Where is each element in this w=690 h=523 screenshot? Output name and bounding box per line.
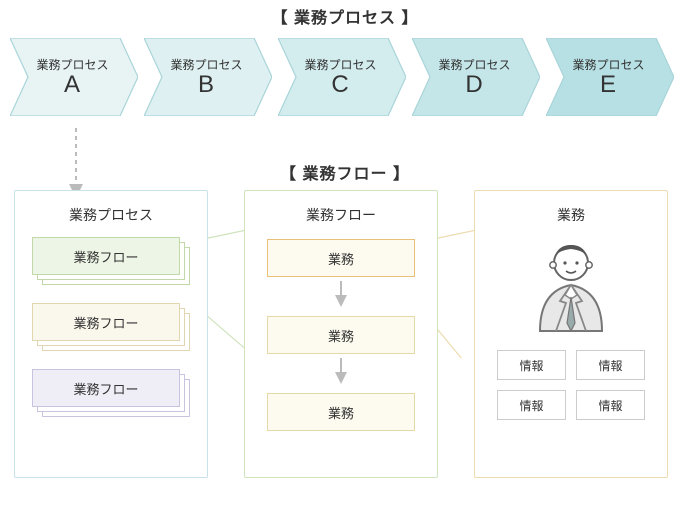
flow-card-stack: 業務フロー (32, 369, 190, 417)
panel-flow-title: 業務フロー (245, 205, 437, 225)
panel-work-title: 業務 (475, 205, 667, 225)
down-arrow-icon (331, 356, 351, 391)
panel-process: 業務プロセス 業務フロー業務フロー業務フロー (14, 190, 208, 478)
flow-card: 業務フロー (32, 303, 180, 341)
info-box: 情報 (497, 350, 566, 380)
flow-card: 業務フロー (32, 237, 180, 275)
process-chevron-a: 業務プロセスA (10, 38, 138, 116)
flow-card-stack: 業務フロー (32, 237, 190, 285)
task-box: 業務 (267, 239, 415, 277)
process-chevron-d: 業務プロセスD (412, 38, 540, 116)
panel-work: 業務 (474, 190, 668, 478)
flow-section-title: 【 業務フロー 】 (0, 160, 690, 184)
person-icon (475, 235, 667, 340)
process-section-title: 【 業務プロセス 】 (0, 4, 690, 28)
info-box: 情報 (497, 390, 566, 420)
process-chevron-e: 業務プロセスE (546, 38, 674, 116)
down-arrow-icon (331, 279, 351, 314)
flow-card: 業務フロー (32, 369, 180, 407)
flow-card-stack: 業務フロー (32, 303, 190, 351)
panel-process-title: 業務プロセス (15, 205, 207, 225)
process-chevron-c: 業務プロセスC (278, 38, 406, 116)
info-box: 情報 (576, 390, 645, 420)
info-box: 情報 (576, 350, 645, 380)
task-box: 業務 (267, 393, 415, 431)
lower-diagram-area: 業務プロセス 業務フロー業務フロー業務フロー 業務フロー 業務業務業務 業務 (0, 190, 690, 490)
panel-flow: 業務フロー 業務業務業務 (244, 190, 438, 478)
task-box: 業務 (267, 316, 415, 354)
process-chevron-row: 業務プロセスA業務プロセスB業務プロセスC業務プロセスD業務プロセスE (0, 38, 690, 116)
process-chevron-b: 業務プロセスB (144, 38, 272, 116)
